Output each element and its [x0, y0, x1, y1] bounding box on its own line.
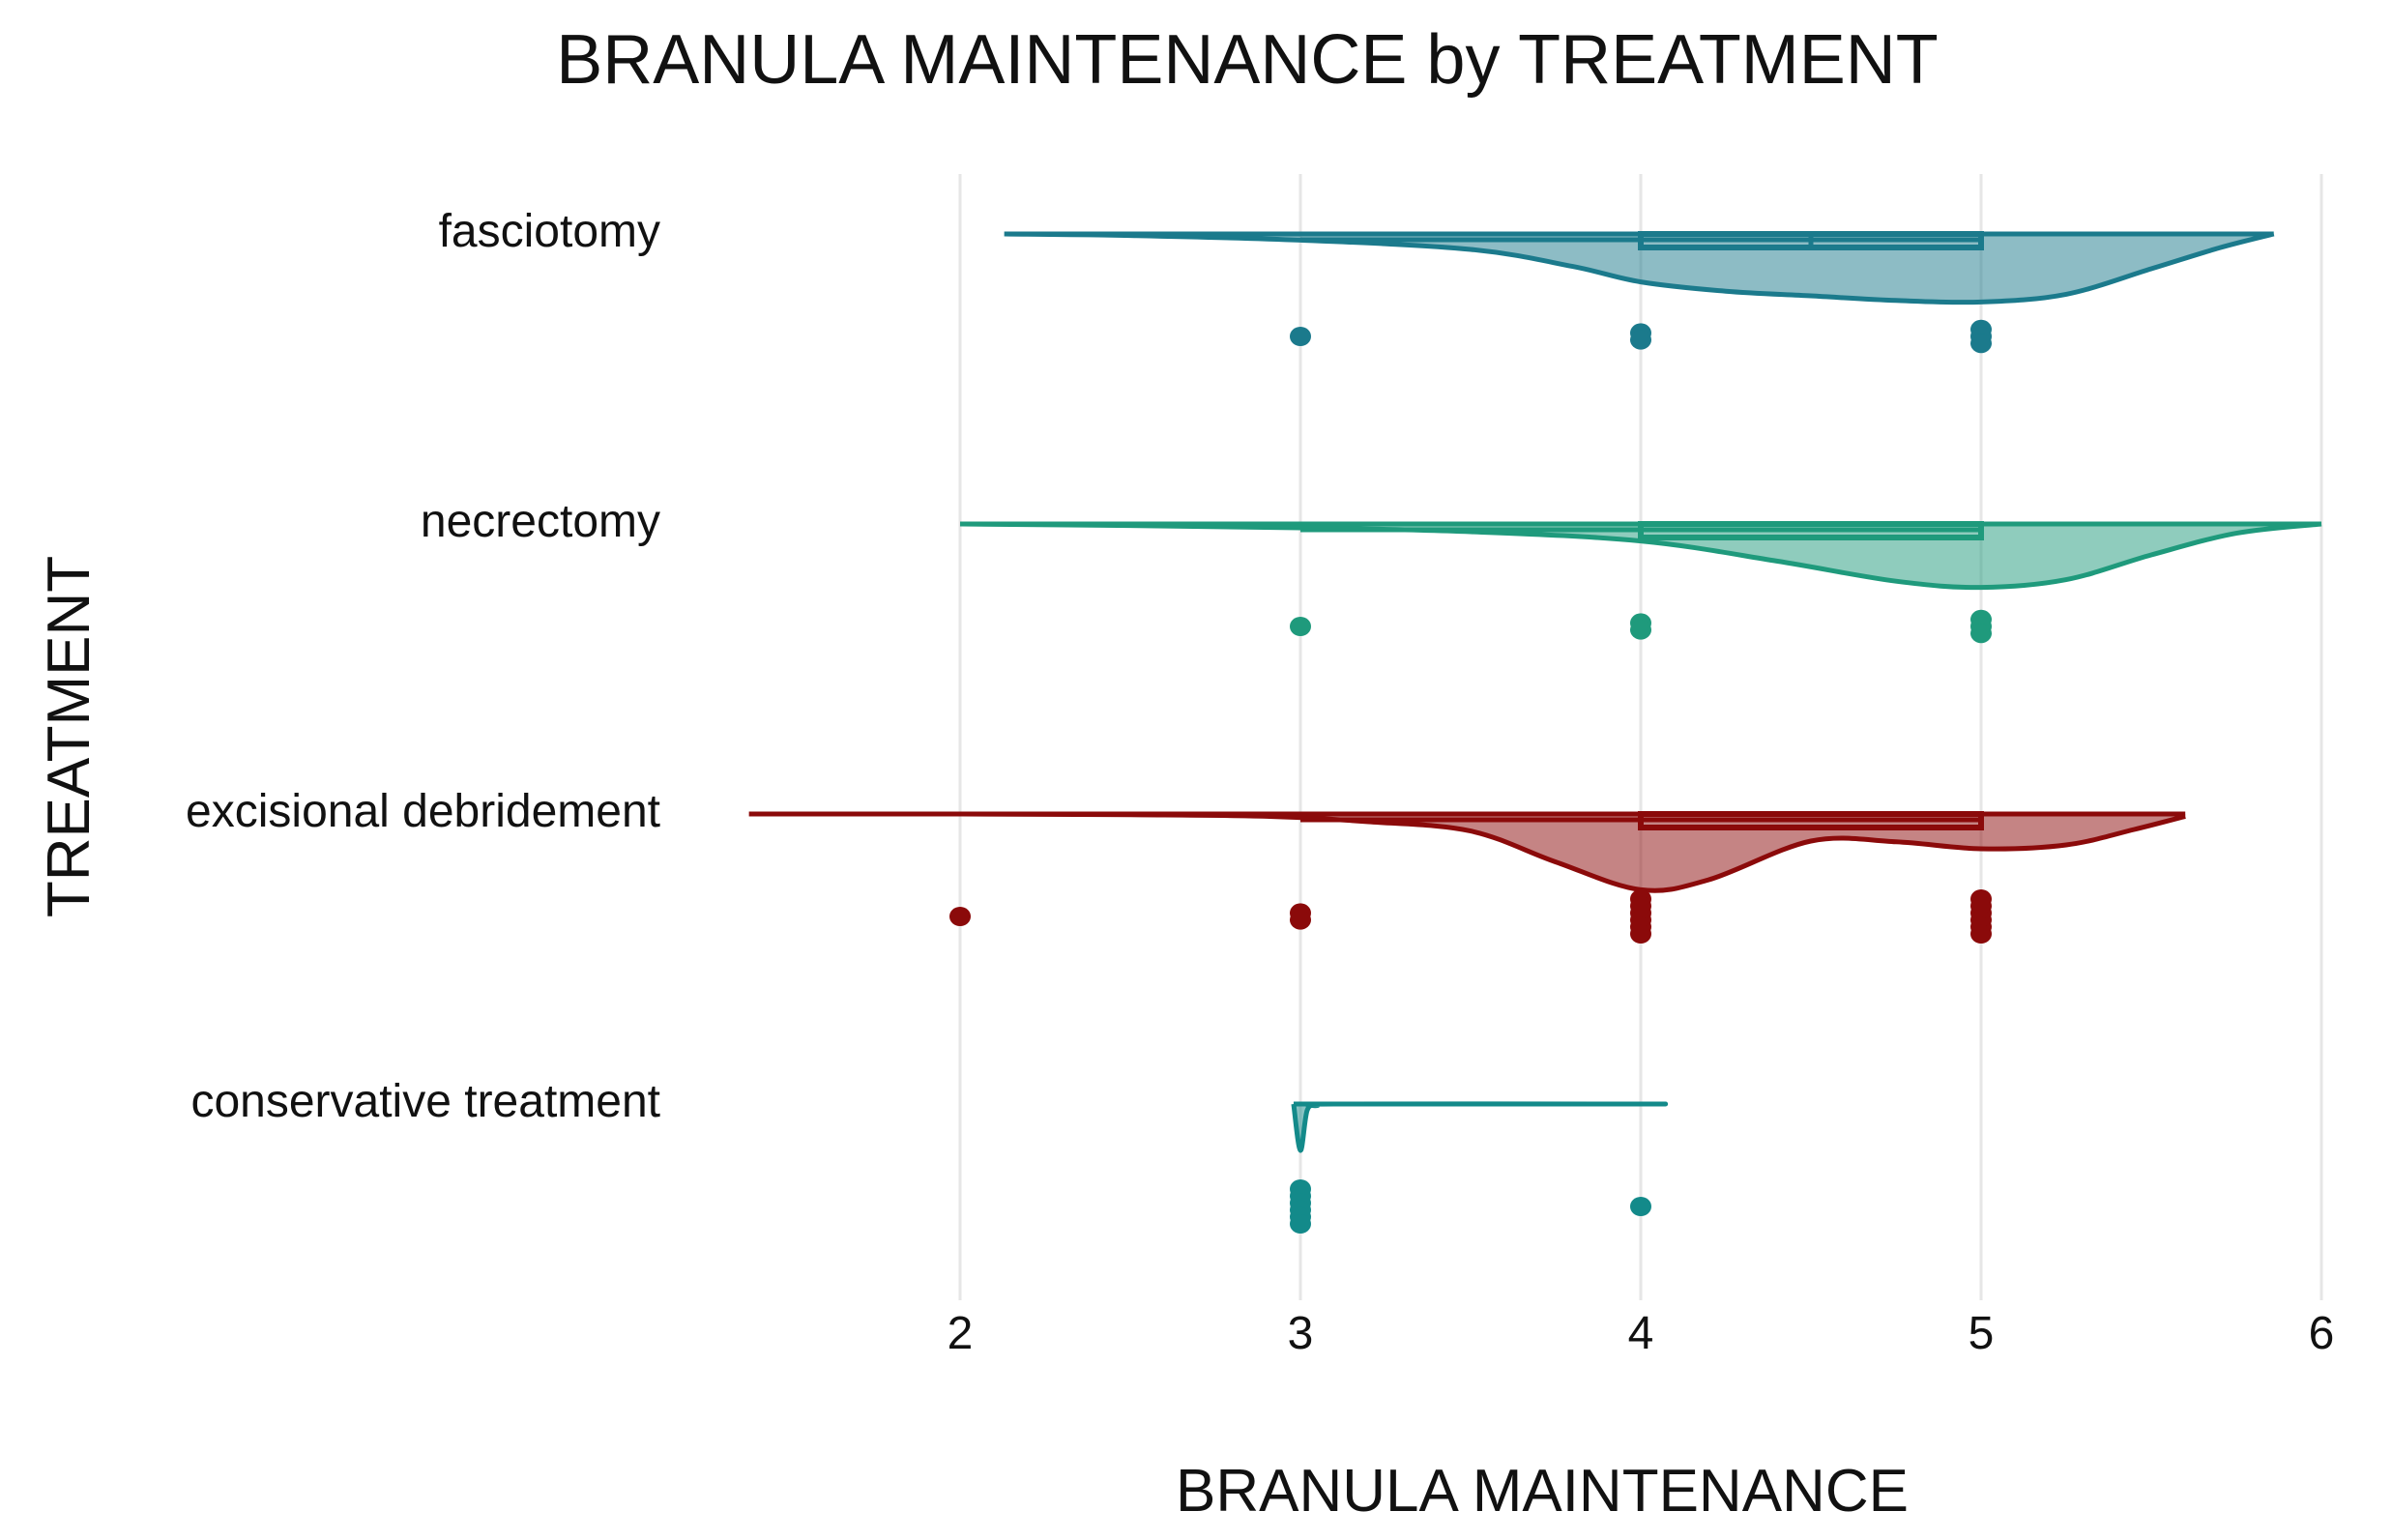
data-point: [1630, 620, 1651, 640]
data-point: [1970, 924, 1992, 944]
density-cloud-outline: [959, 521, 2322, 591]
x-axis-title: BRANULA MAINTENANCE: [1176, 1458, 1909, 1525]
chart-title: BRANULA MAINTENANCE by TREATMENT: [556, 21, 1939, 99]
x-tick-label: 5: [1969, 1308, 1995, 1359]
data-point: [1630, 1197, 1651, 1216]
x-tick-label: 2: [948, 1308, 974, 1359]
density-cloud-outline: [748, 811, 2186, 893]
data-point: [1290, 617, 1311, 636]
cloud-layer: [748, 231, 2322, 1153]
data-point: [949, 907, 971, 926]
density-cloud-outline: [1291, 1101, 1669, 1153]
data-point: [1290, 1214, 1311, 1234]
density-cloud-fill: [748, 813, 2186, 891]
x-tick-label: 6: [2309, 1308, 2335, 1359]
data-point: [1970, 334, 1992, 354]
category-labels: fasciotomy necrectomy excisional debride…: [186, 206, 660, 1127]
data-point: [1630, 330, 1651, 350]
category-label: conservative treatment: [190, 1076, 660, 1127]
point-layer: [949, 319, 1992, 1234]
category-label: necrectomy: [421, 496, 660, 547]
density-cloud-fill: [1004, 234, 2274, 303]
x-tick-label: 3: [1288, 1308, 1314, 1359]
density-cloud-outline: [1004, 231, 2275, 305]
data-point: [1970, 624, 1992, 644]
category-label: excisional debridement: [186, 786, 660, 837]
data-point: [1290, 327, 1311, 346]
data-point: [1630, 924, 1651, 944]
data-point: [1290, 910, 1311, 930]
density-cloud-fill: [1293, 1103, 1666, 1151]
y-axis-title: TREATMENT: [36, 556, 102, 917]
x-tick-labels: 2 3 4 5 6: [948, 1308, 2335, 1359]
category-label: fasciotomy: [439, 206, 660, 257]
x-tick-label: 4: [1628, 1308, 1654, 1359]
box-layer: [1300, 231, 1984, 830]
